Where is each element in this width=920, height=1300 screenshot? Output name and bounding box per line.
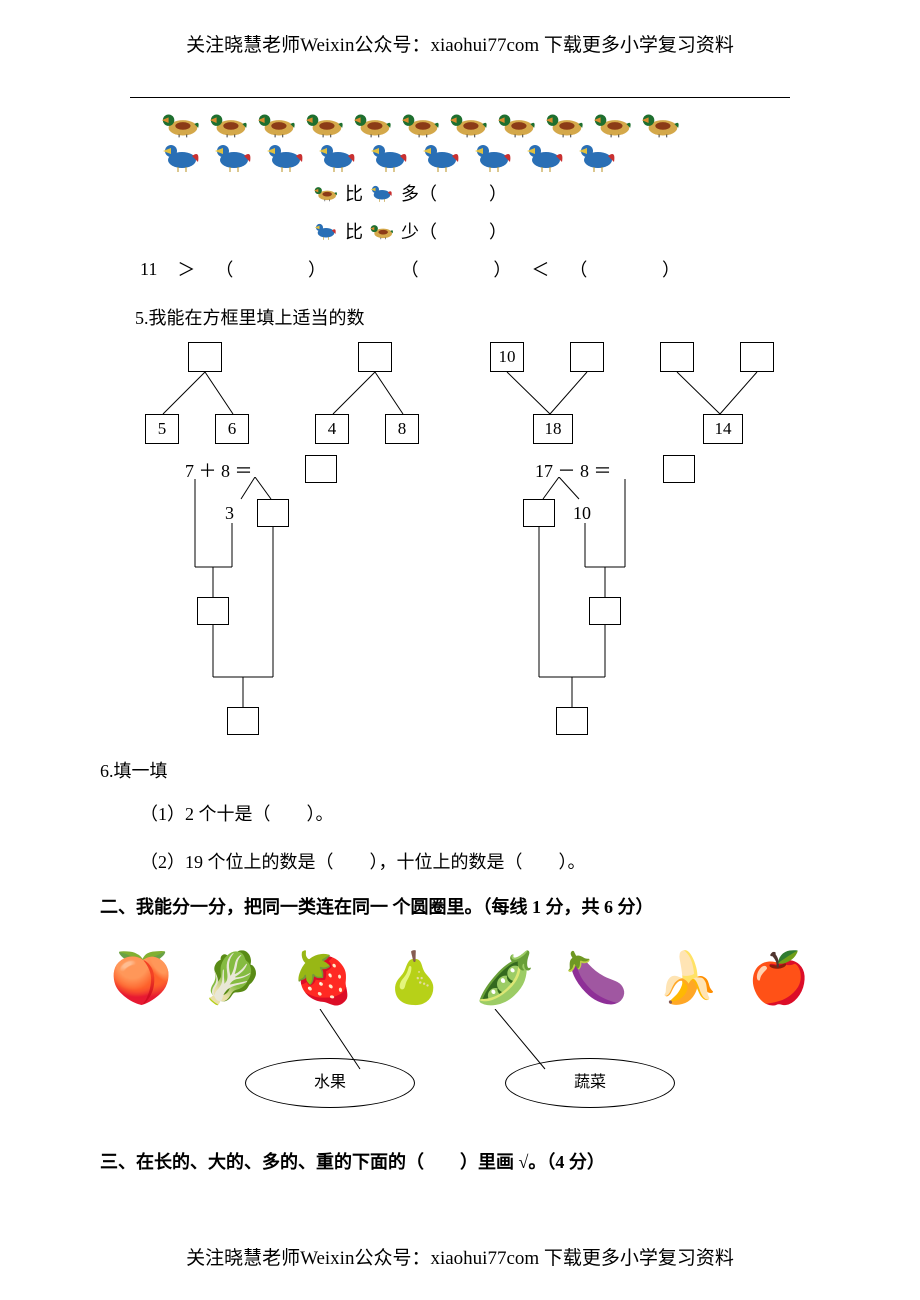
veg-oval: 蔬菜	[505, 1058, 675, 1108]
orange-duck-icon	[496, 110, 538, 138]
equation-diagrams-row: 7 ＋ 8 ＝ 3 17 － 8 ＝ 10	[120, 457, 800, 747]
orange-duck-icon	[160, 110, 202, 138]
compare-line-1: 比 多（ ）	[210, 174, 610, 212]
compare-line-2: 比 少（ ）	[210, 212, 610, 250]
orange-duck-icon	[448, 110, 490, 138]
orange-duck-icon	[400, 110, 442, 138]
blue-duck-icon	[264, 142, 308, 172]
peach-icon: 🍑	[110, 949, 172, 1008]
pear-icon: 🍐	[383, 949, 445, 1008]
divider	[130, 97, 790, 98]
orange-duck-row	[140, 108, 680, 140]
connect-lines	[100, 1009, 820, 1079]
page-header: 关注晓慧老师Weixin公众号：xiaohui77com 下载更多小学复习资料	[100, 30, 820, 57]
strawberry-icon: 🍓	[292, 949, 354, 1008]
orange-duck-icon	[640, 110, 682, 138]
orange-duck-icon	[256, 110, 298, 138]
bond-1: 5 6	[135, 342, 275, 447]
eq-diagram-1: 7 ＋ 8 ＝ 3	[175, 457, 405, 747]
orange-duck-icon	[208, 110, 250, 138]
banana-icon: 🍌	[657, 949, 719, 1008]
peas-icon: 🫛	[474, 949, 536, 1008]
blue-duck-icon	[212, 142, 256, 172]
bond-3: 10 18	[475, 342, 615, 447]
number-bonds-row: 5 6 4 8 10 18 14	[120, 342, 800, 447]
bond-4: 14	[645, 342, 785, 447]
fruit-oval: 水果	[245, 1058, 415, 1108]
page-footer: 关注晓慧老师Weixin公众号：xiaohui77com 下载更多小学复习资料	[0, 1243, 920, 1270]
q6-line1: （1）2 个十是（ ）。	[140, 797, 820, 831]
eggplant-icon: 🍆	[565, 949, 627, 1008]
blue-duck-icon	[576, 142, 620, 172]
q6-label: 6.填一填	[100, 757, 820, 783]
eq-diagram-2: 17 － 8 ＝ 10	[515, 457, 745, 747]
q5-label: 5.我能在方框里填上适当的数	[135, 304, 820, 330]
blue-duck-row	[140, 140, 680, 174]
apple-icon: 🍎	[748, 949, 810, 1008]
items-row: 🍑 🥬 🍓 🍐 🫛 🍆 🍌 🍎	[110, 949, 810, 1008]
orange-duck-icon	[592, 110, 634, 138]
blue-duck-icon	[472, 142, 516, 172]
inequality-line: 11 ＞ （） （） ＜ （）	[140, 250, 680, 292]
q6-line2: （2）19 个位上的数是（ ），十位上的数是（ ）。	[140, 845, 820, 879]
orange-duck-icon	[352, 110, 394, 138]
orange-duck-icon	[304, 110, 346, 138]
blue-duck-icon	[420, 142, 464, 172]
blue-duck-icon	[368, 142, 412, 172]
blue-duck-icon	[316, 142, 360, 172]
section-3-title: 三、在长的、大的、多的、重的下面的（ ）里画 √。（4 分）	[100, 1148, 820, 1174]
section-2-title: 二、我能分一分，把同一类连在同一 个圆圈里。（每线 1 分，共 6 分）	[100, 893, 820, 919]
blue-duck-icon	[160, 142, 204, 172]
comparison-figure: 比 多（ ） 比 少（ ）	[140, 108, 680, 292]
cabbage-icon: 🥬	[201, 949, 263, 1008]
bond-2: 4 8	[305, 342, 445, 447]
orange-duck-icon	[544, 110, 586, 138]
blue-duck-icon	[524, 142, 568, 172]
